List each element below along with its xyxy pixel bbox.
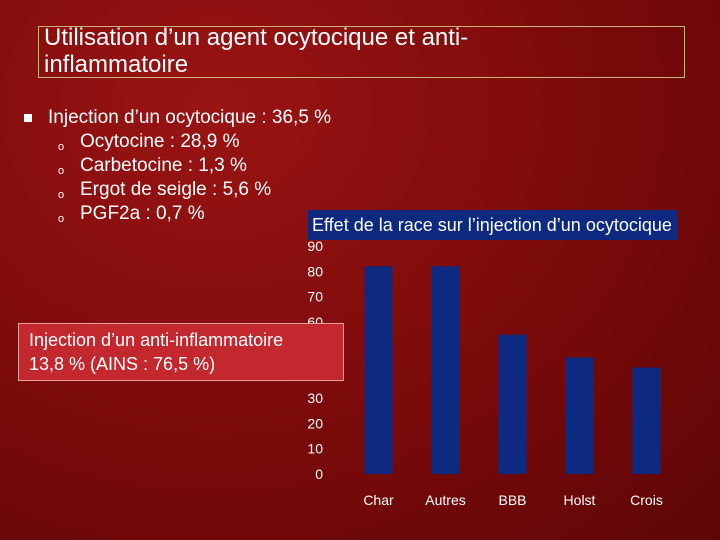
slide-title: Utilisation d’un agent ocytocique et ant… bbox=[44, 24, 469, 78]
y-tick-label: 80 bbox=[307, 263, 323, 279]
ring-bullet-icon: o bbox=[58, 141, 65, 153]
y-tick-label: 70 bbox=[307, 289, 323, 305]
ring-bullet-icon: o bbox=[58, 213, 65, 225]
y-tick-label: 90 bbox=[307, 238, 323, 254]
y-tick-label: 10 bbox=[307, 441, 323, 457]
sub-bullet-text: Ocytocine : 28,9 % bbox=[80, 131, 240, 152]
main-bullet-text: Injection d’un ocytocique : 36,5 % bbox=[48, 107, 332, 128]
sub-bullet-text: PGF2a : 0,7 % bbox=[80, 203, 205, 224]
y-tick-label: 20 bbox=[307, 415, 323, 431]
sub-bullet-text: Carbetocine : 1,3 % bbox=[80, 155, 247, 176]
ring-bullet-icon: o bbox=[58, 165, 65, 177]
ains-line-2: 13,8 % (AINS : 76,5 %) bbox=[29, 354, 216, 374]
bar-autres bbox=[431, 266, 460, 474]
ains-line-1: Injection d’un anti-inflammatoire bbox=[29, 330, 284, 350]
bar-holst bbox=[565, 357, 594, 474]
bar-bbb bbox=[498, 334, 527, 474]
x-tick-label: BBB bbox=[498, 492, 526, 508]
bar-crois bbox=[632, 367, 661, 474]
sub-bullet: o Carbetocine : 1,3 % bbox=[20, 154, 360, 178]
ains-callout: Injection d’un anti-inflammatoire 13,8 %… bbox=[18, 323, 344, 381]
sub-bullet: o Ergot de seigle : 5,6 % bbox=[20, 178, 360, 202]
sub-bullet-text: Ergot de seigle : 5,6 % bbox=[80, 179, 272, 200]
ring-bullet-icon: o bbox=[58, 189, 65, 201]
chart-title: Effet de la race sur l’injection d’un oc… bbox=[308, 210, 678, 240]
x-tick-label: Char bbox=[363, 492, 394, 508]
x-tick-label: Holst bbox=[564, 492, 596, 508]
title-frame bbox=[38, 26, 685, 78]
sub-bullet: o Ocytocine : 28,9 % bbox=[20, 130, 360, 154]
x-tick-label: Autres bbox=[425, 492, 465, 508]
y-tick-label: 0 bbox=[315, 466, 323, 482]
bar-char bbox=[364, 266, 393, 474]
square-bullet-icon bbox=[24, 114, 32, 122]
sub-bullet: o PGF2a : 0,7 % bbox=[20, 202, 360, 226]
bullet-list: Injection d’un ocytocique : 36,5 % o Ocy… bbox=[20, 106, 360, 226]
x-tick-label: Crois bbox=[630, 492, 663, 508]
y-tick-label: 30 bbox=[307, 390, 323, 406]
main-bullet: Injection d’un ocytocique : 36,5 % bbox=[20, 106, 360, 130]
